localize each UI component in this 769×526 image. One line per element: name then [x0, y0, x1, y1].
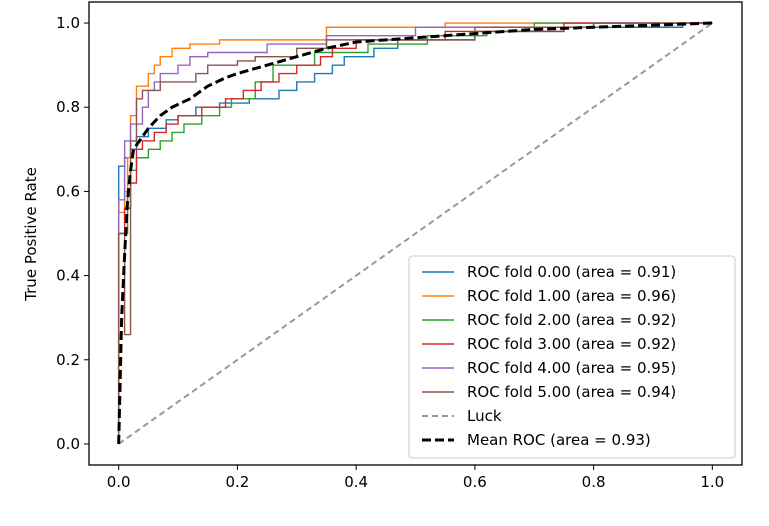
legend-label-6: Luck [467, 407, 502, 425]
y-tick-label: 0.4 [56, 267, 80, 285]
y-axis: 0.0 0.2 0.4 0.6 0.8 1.0 [56, 14, 89, 453]
x-tick-label: 0.4 [344, 473, 368, 491]
plot-frame [88, 1, 743, 466]
series-line-3 [117, 22, 713, 444]
series-line-6 [118, 22, 713, 445]
y-tick-label: 0.6 [56, 182, 80, 200]
legend: ROC fold 0.00 (area = 0.91) ROC fold 1.00… [408, 255, 736, 459]
x-tick-label: 1.0 [700, 473, 724, 491]
legend-label-1: ROC fold 1.00 (area = 0.96) [467, 287, 676, 305]
y-tick-label: 0.2 [56, 351, 80, 369]
series-line-4 [117, 22, 713, 444]
legend-box [408, 255, 736, 459]
y-tick-label: 0.0 [56, 435, 80, 453]
legend-label-4: ROC fold 4.00 (area = 0.95) [467, 359, 676, 377]
y-tick-label: 1.0 [56, 14, 80, 32]
lines-layer [117, 21, 713, 445]
legend-label-3: ROC fold 3.00 (area = 0.92) [467, 335, 676, 353]
x-tick-label: 0.2 [225, 473, 249, 491]
y-axis-label: True Positive Rate [22, 167, 40, 302]
x-tick-label: 0.0 [107, 473, 131, 491]
y-tick-label: 0.8 [56, 98, 80, 116]
series-line-5 [117, 22, 713, 444]
legend-label-7: Mean ROC (area = 0.93) [467, 431, 651, 449]
series-line-1 [117, 22, 713, 444]
legend-label-5: ROC fold 5.00 (area = 0.94) [467, 383, 676, 401]
x-axis: 0.0 0.2 0.4 0.6 0.8 1.0 [107, 465, 724, 491]
legend-label-2: ROC fold 2.00 (area = 0.92) [467, 311, 676, 329]
x-tick-label: 0.6 [463, 473, 487, 491]
x-tick-label: 0.8 [582, 473, 606, 491]
legend-label-0: ROC fold 0.00 (area = 0.91) [467, 263, 676, 281]
series-line-7 [117, 21, 713, 444]
